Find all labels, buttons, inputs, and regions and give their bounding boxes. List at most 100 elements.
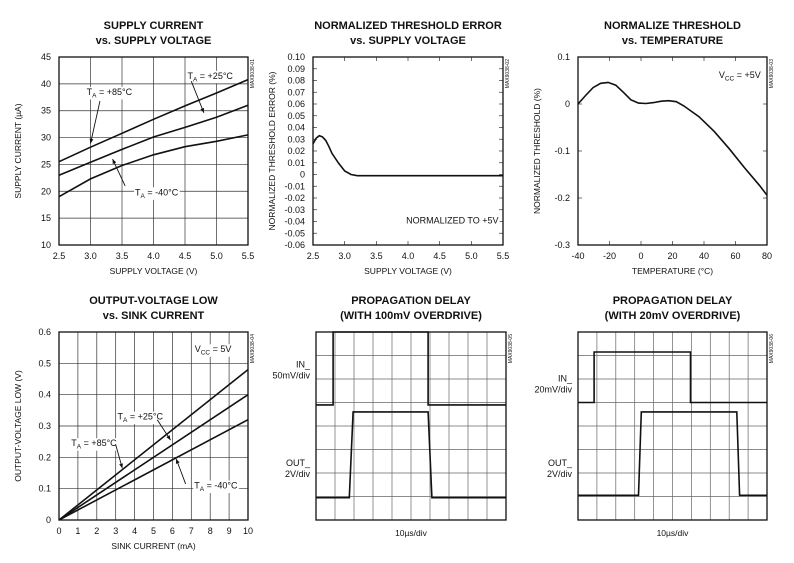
x-tick-label: 3.0 xyxy=(84,251,97,261)
y-tick-label: 0.02 xyxy=(287,146,305,156)
x-axis-label: SUPPLY VOLTAGE (V) xyxy=(110,266,198,276)
plot-frame xyxy=(577,331,768,521)
y-tick-label: 30 xyxy=(41,133,51,143)
y-tick-label: 0.07 xyxy=(287,87,305,97)
chart-subtitle: (WITH 20mV OVERDRIVE) xyxy=(605,310,741,322)
y-tick-label: -0.02 xyxy=(284,193,305,203)
y-tick-label: -0.04 xyxy=(284,217,305,227)
annotation-label: TA = +85°C xyxy=(71,438,117,451)
y-tick-label: 0.10 xyxy=(287,52,305,62)
side-label: MAX9038-03 xyxy=(769,59,775,88)
channel-label: IN_ xyxy=(558,373,573,383)
chart-subtitle: vs. SINK CURRENT xyxy=(103,310,205,322)
side-label: MAX9038-06 xyxy=(769,334,775,363)
x-tick-label: 9 xyxy=(227,526,232,536)
y-axis-label: SUPPLY CURRENT (µA) xyxy=(13,103,23,198)
annotation-arrowhead xyxy=(89,138,94,144)
series-line xyxy=(58,368,249,521)
x-tick-label: -40 xyxy=(571,251,584,261)
annotation-arrowhead xyxy=(119,463,123,469)
x-tick-label: 4.0 xyxy=(402,251,415,261)
y-tick-label: 0.5 xyxy=(38,358,51,368)
side-label: MAX9038-02 xyxy=(505,59,511,88)
chart-subtitle: vs. SUPPLY VOLTAGE xyxy=(96,35,212,47)
x-tick-label: 2.5 xyxy=(53,251,66,261)
annotation-background xyxy=(85,86,134,100)
chart-title: PROPAGATION DELAY xyxy=(613,295,733,307)
x-axis-label: TEMPERATURE (°C) xyxy=(632,266,713,276)
x-tick-label: 5.5 xyxy=(242,251,255,261)
annotation-background xyxy=(717,69,762,83)
annotation-label: VCC = +5V xyxy=(719,70,761,83)
annotation-arrowhead xyxy=(200,107,205,113)
x-tick-label: 4.0 xyxy=(147,251,160,261)
x-tick-label: 4 xyxy=(132,526,137,536)
x-tick-label: 0 xyxy=(638,251,643,261)
y-tick-label: 0 xyxy=(565,99,570,109)
y-tick-label: 0.1 xyxy=(557,52,570,62)
annotation-background xyxy=(193,480,239,494)
y-tick-label: 0.09 xyxy=(287,64,305,74)
annotation-leader xyxy=(90,100,101,144)
annotation-label: TA = -40°C xyxy=(194,481,238,494)
y-tick-label: 0.2 xyxy=(38,452,51,462)
chart-title: OUTPUT-VOLTAGE LOW xyxy=(89,295,218,307)
annotation-label: NORMALIZED TO +5V xyxy=(406,215,498,225)
y-tick-label: 45 xyxy=(41,52,51,62)
annotation-label: TA = +25°C xyxy=(118,412,164,425)
plot-frame xyxy=(58,331,249,521)
x-axis-label: 10µs/div xyxy=(657,528,690,538)
annotation-background xyxy=(116,411,165,425)
annotation-background xyxy=(186,70,235,84)
x-tick-label: 8 xyxy=(208,526,213,536)
y-tick-label: 0.06 xyxy=(287,99,305,109)
y-tick-label: 0.1 xyxy=(38,484,51,494)
x-tick-label: 3 xyxy=(113,526,118,536)
y-tick-label: 0.01 xyxy=(287,158,305,168)
annotation-background xyxy=(70,438,119,451)
annotation-background xyxy=(134,187,180,200)
series-line xyxy=(316,411,506,499)
x-tick-label: 20 xyxy=(667,251,677,261)
series-line xyxy=(58,394,249,521)
y-tick-label: 0.05 xyxy=(287,111,305,121)
y-tick-label: 35 xyxy=(41,106,51,116)
y-tick-label: 20 xyxy=(41,186,51,196)
x-tick-label: 5.5 xyxy=(497,251,510,261)
y-tick-label: -0.05 xyxy=(284,228,305,238)
chart-title: PROPAGATION DELAY xyxy=(351,295,471,307)
y-tick-label: 0.6 xyxy=(38,327,51,337)
y-tick-label: 0.04 xyxy=(287,123,305,133)
x-tick-label: 5.0 xyxy=(210,251,223,261)
series-line xyxy=(58,78,249,163)
y-tick-label: 0.4 xyxy=(38,390,51,400)
series-line xyxy=(58,104,249,176)
annotation-arrowhead xyxy=(112,159,117,165)
x-tick-label: 7 xyxy=(189,526,194,536)
chart-title: NORMALIZED THRESHOLD ERROR xyxy=(314,20,502,32)
x-tick-label: -20 xyxy=(603,251,616,261)
chart-subtitle: (WITH 100mV OVERDRIVE) xyxy=(340,310,482,322)
x-tick-label: 3.5 xyxy=(370,251,383,261)
y-tick-label: 0.3 xyxy=(38,421,51,431)
y-tick-label: -0.06 xyxy=(284,240,305,250)
y-tick-label: 40 xyxy=(41,79,51,89)
plot-frame xyxy=(577,56,768,246)
annotation-label: TA = +25°C xyxy=(187,71,233,84)
x-tick-label: 80 xyxy=(762,251,772,261)
plot-frame xyxy=(312,56,504,246)
y-tick-label: 0.03 xyxy=(287,134,305,144)
x-axis-label: 10µs/div xyxy=(395,528,428,538)
channel-label: OUT_ xyxy=(548,458,573,468)
x-tick-label: 3.5 xyxy=(116,251,129,261)
x-tick-label: 3.0 xyxy=(338,251,351,261)
series-line xyxy=(312,134,503,177)
y-tick-label: 0.08 xyxy=(287,76,305,86)
x-tick-label: 10 xyxy=(243,526,253,536)
series-line xyxy=(58,418,249,521)
channel-label: 2V/div xyxy=(285,469,311,479)
x-tick-label: 1 xyxy=(75,526,80,536)
chart-subtitle: vs. SUPPLY VOLTAGE xyxy=(350,35,466,47)
chart-title: SUPPLY CURRENT xyxy=(104,20,204,32)
